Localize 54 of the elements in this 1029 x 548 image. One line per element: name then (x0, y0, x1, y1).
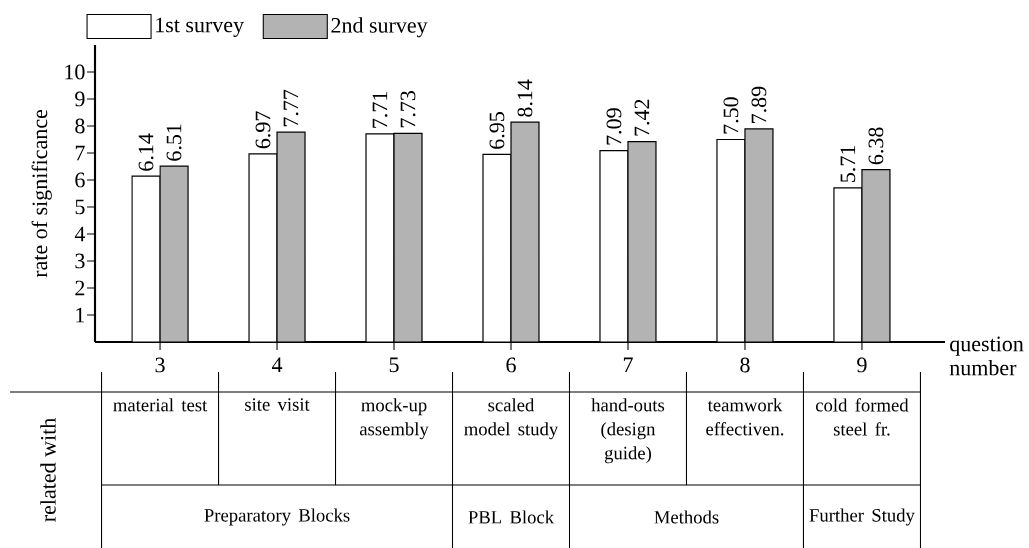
text: Further Study (809, 508, 915, 526)
x-tick-label: 4 (271, 357, 283, 373)
legend-label: 1st survey (156, 17, 244, 37)
data-label: 6.51 (166, 124, 182, 161)
data-label: 6.97 (255, 111, 271, 149)
data-label: 7.09 (606, 108, 622, 145)
text: teamwork effectiven. (706, 398, 784, 436)
x-tick-label: 6 (506, 357, 516, 373)
y-tick-label: 8 (75, 118, 85, 134)
x-tick-label: 8 (740, 357, 750, 373)
y-tick-label: 2 (75, 280, 85, 296)
y-tick-label: 1 (76, 307, 85, 323)
data-label: 7.71 (372, 92, 388, 128)
y-tick-label: 6 (75, 172, 85, 188)
text: scaled model study (464, 398, 559, 440)
text: Methods (654, 510, 719, 524)
data-label: 5.71 (840, 146, 856, 182)
data-label: 7.50 (723, 97, 739, 134)
bar (861, 169, 891, 342)
y-tick-label: 3 (75, 253, 85, 269)
bar (744, 128, 774, 342)
text: cold formed steel fr. (815, 398, 909, 436)
text: hand-outs (design guide) (591, 398, 665, 464)
bar (510, 121, 540, 342)
data-label: 6.14 (138, 133, 154, 171)
text: mock-up assembly (359, 398, 429, 440)
data-label: 7.77 (283, 89, 299, 127)
bar (627, 141, 657, 342)
y-tick-label: 5 (75, 199, 85, 215)
data-label: 7.73 (400, 91, 416, 128)
data-label: 6.38 (868, 127, 884, 165)
y-axis-title: rate of significance (31, 109, 52, 278)
bar (393, 132, 423, 342)
y-tick-label: 9 (75, 91, 85, 107)
data-label: 8.14 (517, 79, 533, 117)
x-tick-label: 3 (155, 357, 165, 373)
bar (159, 165, 189, 342)
x-tick-label: 9 (857, 357, 867, 373)
data-label: 7.42 (634, 99, 650, 136)
x-tick-label: 7 (623, 357, 633, 372)
text: related with (40, 418, 56, 522)
text: site visit (245, 398, 310, 411)
text: material test (113, 398, 208, 412)
y-tick-label: 4 (74, 226, 86, 242)
y-tick-label: 10 (65, 64, 85, 80)
x-tick-label: 5 (389, 357, 399, 373)
data-label: 7.89 (751, 86, 767, 123)
text: Preparatory Blocks (204, 508, 350, 526)
data-label: 6.95 (489, 112, 505, 149)
legend-label: 2nd survey (331, 17, 428, 38)
text: PBL Block (468, 510, 555, 524)
bar (276, 131, 306, 342)
y-tick-label: 7 (75, 145, 85, 161)
x-axis-title: question number (949, 336, 1024, 376)
